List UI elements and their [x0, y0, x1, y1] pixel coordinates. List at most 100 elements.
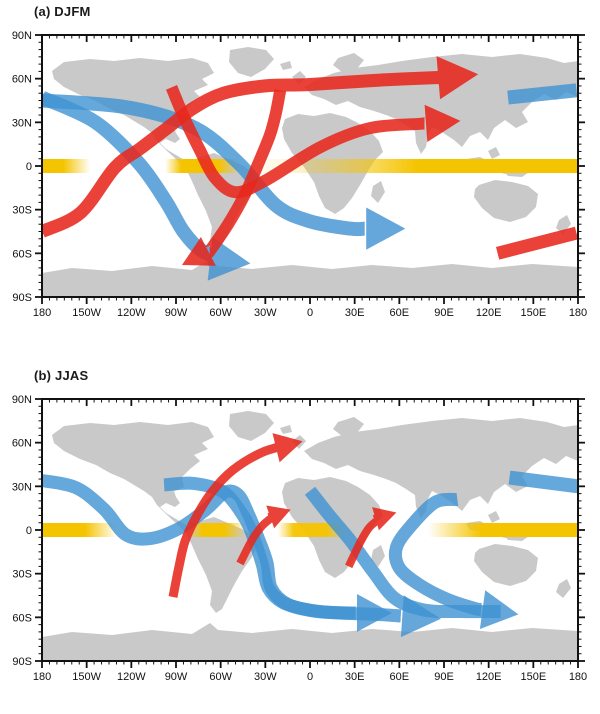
- y-axis-tick-label: 90S: [12, 656, 32, 668]
- x-axis-tick-label: 120W: [117, 671, 146, 683]
- continent-silhouette: [229, 411, 274, 441]
- red-wavetrain-north-america-to-south-asia-arrowhead-icon: [424, 104, 461, 142]
- red-arrow-tropical-atlantic-arrowhead-icon: [266, 505, 291, 529]
- continent-silhouette: [229, 47, 274, 77]
- continent-silhouette: [42, 259, 578, 297]
- x-axis-tick-label: 150W: [72, 671, 101, 683]
- red-branch-to-southeast-pacific-band: [202, 89, 287, 259]
- continent-silhouette: [556, 579, 571, 598]
- continent-silhouette: [371, 545, 385, 567]
- blue-wavetrain-europe-to-southern-ocean: [304, 486, 501, 619]
- axis-ticks: [35, 398, 585, 668]
- continent-silhouette: [488, 147, 500, 159]
- y-axis-tick-label: 30N: [12, 481, 32, 493]
- red-arrow-east-pacific-to-north-atlantic: [168, 433, 303, 598]
- red-arrow-east-pacific-to-north-atlantic-arrowhead-icon: [272, 433, 303, 463]
- continent-silhouette: [52, 422, 214, 533]
- x-axis-tick-label: 180: [569, 307, 587, 319]
- y-axis-tick-label: 60S: [12, 612, 32, 624]
- y-axis-tick-label: 90S: [12, 292, 32, 304]
- panel-b-content: [42, 411, 578, 661]
- panel-a-content: [42, 47, 578, 297]
- y-axis-tick-label: 60N: [12, 74, 32, 86]
- x-axis-tick-label: 30W: [254, 307, 277, 319]
- y-axis-tick-label: 30S: [12, 569, 32, 581]
- x-axis-tick-label: 90W: [165, 671, 188, 683]
- continent-silhouette: [474, 180, 538, 222]
- continent-silhouette: [333, 53, 364, 72]
- panel-b: 180 150W 120W 90W 60W 30W 0 30E 60E 90E 120E 150E 18…: [12, 394, 587, 683]
- continent-silhouette: [488, 511, 500, 523]
- panel-b-title: (b) JJAS: [34, 368, 89, 383]
- x-axis-tick-label: 60W: [209, 307, 232, 319]
- red-branch-to-southeast-pacific: [182, 89, 287, 266]
- y-axis-tick-label: 30S: [12, 205, 32, 217]
- red-arrow-tropical-atlantic: [236, 505, 291, 566]
- x-axis-tick-label: 150W: [72, 307, 101, 319]
- blue-segment-northwest-pacific-band: [508, 470, 578, 494]
- y-axis-tick-label: 0: [26, 525, 32, 537]
- blue-wavetrain-europe-to-southern-ocean-band: [304, 486, 501, 619]
- y-axis-tick-label: 30N: [12, 117, 32, 129]
- blue-wavetrain-south-asia-to-southern-ocean-arrowhead-icon: [479, 590, 519, 629]
- red-segment-south-pacific: [495, 226, 578, 260]
- x-axis-tick-label: 60E: [390, 671, 410, 683]
- continent-silhouette: [474, 544, 538, 586]
- red-segment-south-pacific-band: [495, 226, 578, 260]
- continent-silhouette: [371, 181, 385, 203]
- y-axis-tick-label: 60N: [12, 438, 32, 450]
- x-axis-tick-label: 150E: [520, 307, 546, 319]
- x-axis-tick-label: 90E: [434, 671, 454, 683]
- continent-silhouette: [186, 153, 258, 249]
- red-arrow-tropical-africa-arrowhead-icon: [372, 507, 397, 531]
- red-wavetrain-south-pacific-to-northeast-asia-arrowhead-icon: [436, 56, 479, 100]
- blue-wavetrain-pacific-to-south-indian-ocean-arrowhead-icon: [366, 207, 406, 250]
- continent-silhouette: [556, 215, 571, 234]
- x-axis-tick-label: 30W: [254, 671, 277, 683]
- x-axis-tick-label: 60E: [390, 307, 410, 319]
- red-wavetrain-south-pacific-to-northeast-asia-band: [42, 70, 454, 238]
- panel-a-title: (a) DJFM: [34, 4, 91, 19]
- continent-silhouette: [333, 417, 364, 436]
- x-axis-tick-label: 90E: [434, 307, 454, 319]
- panel-a: 180 150W 120W 90W 60W 30W 0 30E 60E 90E 120E 150E 18…: [12, 30, 587, 319]
- x-axis-tick-label: 180: [33, 307, 51, 319]
- red-wavetrain-north-america-to-south-asia: [165, 85, 461, 199]
- blue-wavetrain-south-asia-to-southern-ocean: [388, 492, 519, 629]
- x-axis-tick-label: 90W: [165, 307, 188, 319]
- x-axis-tick-label: 60W: [209, 671, 232, 683]
- y-axis-tick-label: 90N: [12, 394, 32, 406]
- x-axis-tick-label: 30E: [345, 671, 365, 683]
- red-wavetrain-south-pacific-to-northeast-asia: [42, 56, 479, 238]
- continent-silhouette: [280, 61, 292, 70]
- continent-silhouette: [292, 71, 306, 85]
- blue-segment-northwest-pacific-band: [507, 83, 578, 105]
- continent-silhouette: [42, 623, 578, 661]
- x-axis-tick-label: 30E: [345, 307, 365, 319]
- continent-silhouette: [511, 455, 526, 474]
- x-axis-tick-label: 150E: [520, 671, 546, 683]
- equatorial-heating-band: [42, 159, 578, 173]
- x-axis-tick-label: 120E: [476, 307, 502, 319]
- red-wavetrain-north-america-to-south-asia-band: [165, 85, 432, 199]
- continent-silhouette: [280, 425, 292, 434]
- continent-silhouette: [304, 418, 578, 518]
- x-axis-tick-label: 180: [33, 671, 51, 683]
- x-axis-tick-label: 0: [307, 307, 313, 319]
- red-branch-to-southeast-pacific-arrowhead-icon: [182, 237, 216, 266]
- x-axis-tick-label: 180: [569, 671, 587, 683]
- axis-ticks: [35, 34, 585, 304]
- red-arrow-tropical-africa: [345, 507, 397, 569]
- y-axis-tick-label: 90N: [12, 30, 32, 42]
- continent-silhouette: [186, 517, 258, 613]
- x-axis-tick-label: 120E: [476, 671, 502, 683]
- x-axis-tick-label: 0: [307, 671, 313, 683]
- blue-segment-northwest-pacific: [508, 470, 578, 494]
- blue-segment-northwest-pacific: [507, 83, 578, 105]
- blue-wavetrain-north-atlantic-to-southern-ocean-band: [163, 476, 402, 623]
- blue-wavetrain-south-asia-to-southern-ocean-band: [388, 492, 483, 617]
- x-axis-tick-label: 120W: [117, 307, 146, 319]
- y-axis-tick-label: 0: [26, 161, 32, 173]
